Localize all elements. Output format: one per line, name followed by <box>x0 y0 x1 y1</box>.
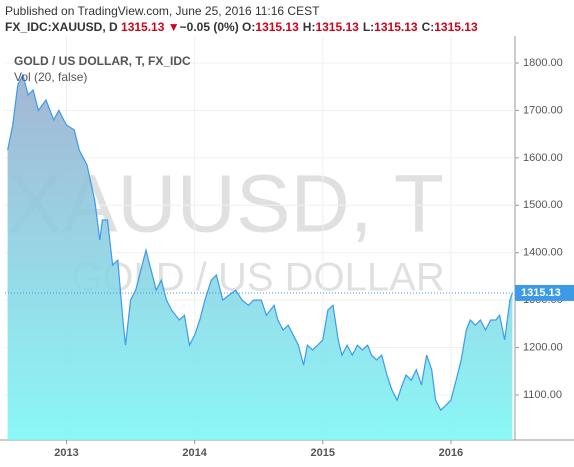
down-arrow: ▼ <box>167 20 180 34</box>
price: 1315.13 <box>121 20 165 34</box>
y-tick-label: 1400.00 <box>523 247 563 259</box>
symbol: FX_IDC:XAUUSD, D <box>5 20 118 34</box>
y-tick-label: 1100.00 <box>523 389 562 401</box>
x-tick-label: 2013 <box>54 447 78 459</box>
ohlc-label: L: <box>362 20 375 34</box>
chart-title: GOLD / US DOLLAR, T, FX_IDC <box>14 54 191 68</box>
symbol-line: FX_IDC:XAUUSD, D 1315.13 ▼−0.05 (0%) O:1… <box>5 19 482 35</box>
y-tick-label: 1800.00 <box>523 57 563 69</box>
x-tick-label: 2014 <box>182 447 207 459</box>
area-fill <box>7 74 513 441</box>
y-tick-label: 1500.00 <box>523 199 563 211</box>
ohlc-label: H: <box>302 20 316 34</box>
chart-subtitle: Vol (20, false) <box>14 70 87 84</box>
ohlc-value: 1315.13 <box>434 20 478 34</box>
x-tick-label: 2016 <box>439 447 463 459</box>
x-tick-label: 2015 <box>311 447 335 459</box>
price-axis <box>515 36 574 467</box>
change: −0.05 (0%) <box>179 20 239 34</box>
ohlc-label: C: <box>421 20 435 34</box>
ohlc-value: 1315.13 <box>315 20 359 34</box>
ohlc-value: 1315.13 <box>374 20 418 34</box>
ohlc: O:1315.13 H:1315.13 L:1315.13 C:1315.13 <box>242 20 482 34</box>
y-tick-label: 1200.00 <box>523 341 563 353</box>
published: Published on TradingView.com, June 25, 2… <box>5 4 320 18</box>
last-price-tag <box>515 284 574 301</box>
header: Published on TradingView.com, June 25, 2… <box>5 3 482 35</box>
watermark-text: GOLD / US DOLLAR <box>71 256 444 300</box>
y-tick-label: 1700.00 <box>523 104 563 116</box>
y-tick-label: 1600.00 <box>523 152 563 164</box>
last-price-label: 1315.13 <box>521 287 561 299</box>
ohlc-value: 1315.13 <box>255 20 299 34</box>
ohlc-label: O: <box>242 20 256 34</box>
price-line <box>7 73 513 412</box>
